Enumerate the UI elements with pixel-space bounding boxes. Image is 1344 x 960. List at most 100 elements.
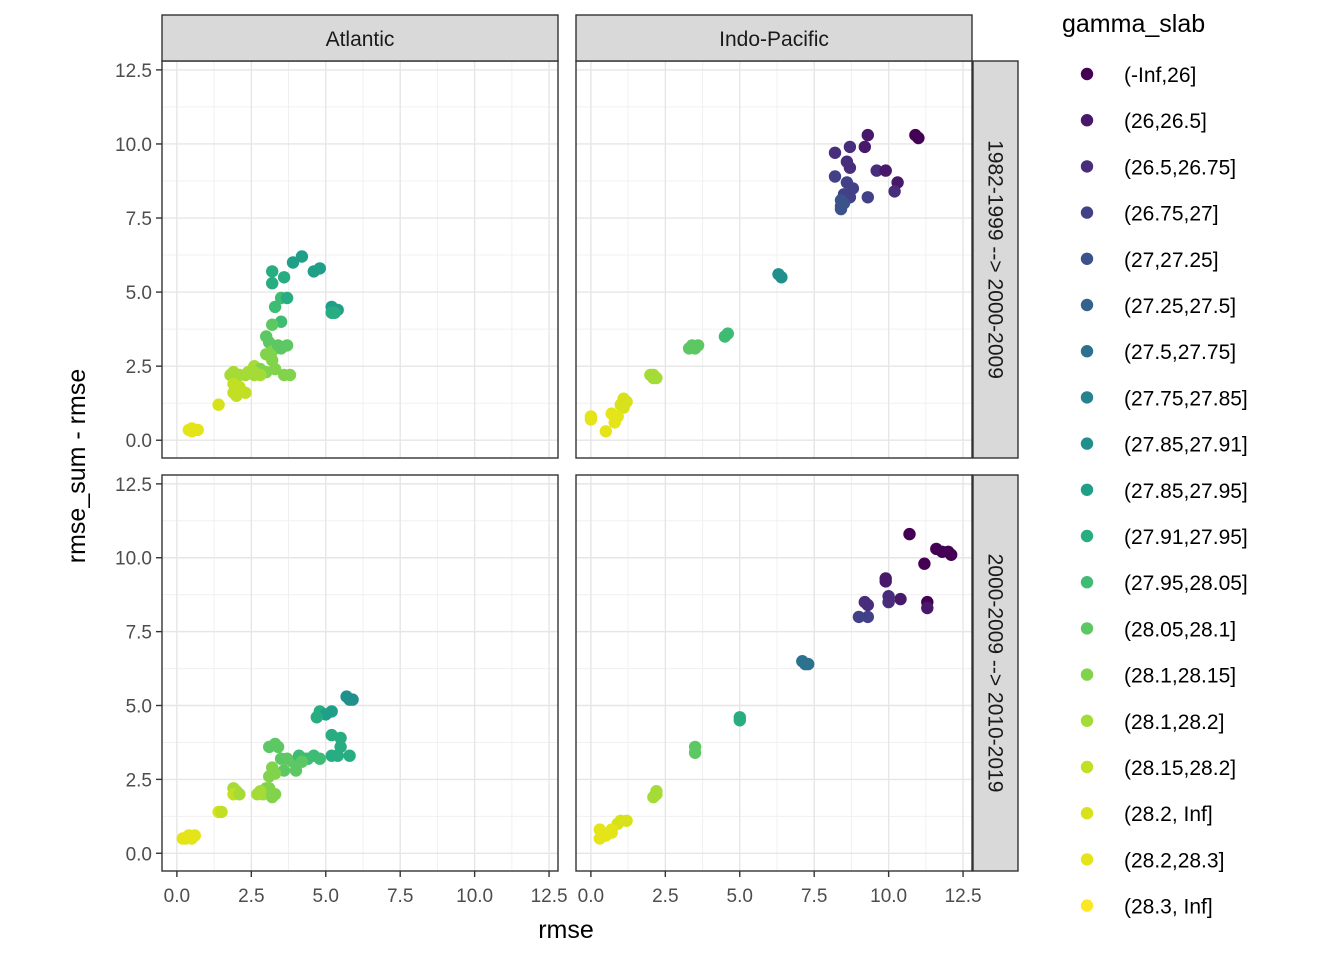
legend-key	[1080, 807, 1094, 820]
legend: (-Inf,26] (26,26.5] (26.5,26.75] (26.75,27]…	[1080, 64, 1248, 919]
data-point	[834, 202, 848, 216]
y-tick-label: 5.0	[126, 697, 152, 718]
legend-key	[1080, 252, 1094, 265]
panel-border	[161, 474, 559, 872]
data-point	[266, 265, 279, 278]
data-point	[266, 318, 279, 331]
data-point	[688, 746, 702, 759]
data-point	[852, 610, 866, 624]
data-point	[843, 140, 857, 154]
y-tick-label: 2.5	[126, 770, 152, 791]
data-point	[343, 749, 356, 762]
x-tick-label: 12.5	[945, 886, 982, 907]
data-point	[182, 829, 195, 842]
panel-background	[162, 61, 558, 458]
legend-title: gamma_slab	[1062, 10, 1205, 38]
x-tick-label: 10.0	[456, 886, 493, 907]
legend-key	[1080, 576, 1094, 589]
data-point	[599, 425, 612, 438]
data-point	[233, 788, 246, 801]
data-point	[879, 575, 892, 588]
data-point	[277, 271, 291, 284]
legend-label: (26,26.5]	[1124, 110, 1207, 133]
legend-key	[1080, 668, 1094, 681]
panel-background	[162, 475, 558, 871]
legend-label: (27.75,27.85]	[1124, 387, 1248, 410]
legend-key	[1080, 899, 1094, 912]
legend-label: (27,27.25]	[1124, 249, 1219, 272]
legend-key	[1080, 760, 1094, 774]
data-point	[828, 170, 842, 183]
data-point	[843, 161, 857, 174]
legend-key	[1080, 67, 1094, 81]
legend-key	[1080, 206, 1094, 219]
data-point	[295, 250, 309, 263]
data-point	[599, 829, 612, 842]
data-point	[268, 362, 282, 376]
legend-key	[1080, 714, 1094, 727]
data-point	[894, 592, 907, 606]
legend-label: (27.85,27.95]	[1124, 480, 1248, 503]
x-tick-label: 12.5	[531, 886, 568, 907]
data-point	[879, 164, 892, 177]
column-strip	[161, 14, 559, 62]
data-point	[251, 788, 264, 801]
data-point	[212, 398, 225, 411]
legend-label: (28.05,28.1]	[1124, 618, 1236, 641]
legend-key	[1080, 298, 1094, 312]
data-point	[334, 731, 347, 745]
legend-key	[1080, 622, 1094, 635]
column-strip-label: Atlantic	[326, 28, 395, 51]
legend-label: (27.25,27.5]	[1124, 295, 1236, 318]
data-point	[617, 401, 630, 414]
data-point	[858, 140, 871, 154]
data-point	[328, 306, 341, 319]
data-point	[280, 291, 294, 305]
row-strip-label: 1982-1999 --> 2000-2009	[984, 140, 1007, 379]
data-point	[718, 330, 732, 343]
column-strip	[575, 14, 973, 62]
data-point	[266, 277, 279, 290]
legend-key	[1080, 853, 1094, 866]
data-point	[861, 610, 874, 624]
y-axis-title: rmse_sum - rmse	[63, 369, 91, 563]
data-point	[230, 389, 243, 402]
data-point	[685, 339, 699, 352]
data-point	[325, 749, 338, 762]
legend-label: (-Inf,26]	[1124, 64, 1196, 87]
x-tick-label: 10.0	[870, 886, 907, 907]
data-point	[888, 185, 901, 198]
legend-label: (27.95,28.05]	[1124, 572, 1248, 595]
data-point	[870, 164, 883, 177]
y-tick-label: 10.0	[115, 135, 152, 156]
legend-label: (27.85,27.91]	[1124, 434, 1248, 457]
data-point	[295, 755, 309, 768]
data-point	[903, 527, 916, 541]
data-point	[912, 131, 925, 145]
legend-label: (28.15,28.2]	[1124, 757, 1236, 780]
x-tick-label: 0.0	[164, 886, 190, 907]
legend-key	[1080, 483, 1094, 496]
data-point	[185, 425, 198, 438]
legend-label: (28.3, Inf]	[1124, 896, 1213, 919]
data-point	[775, 271, 788, 284]
x-tick-label: 2.5	[652, 886, 678, 907]
legend-key	[1080, 160, 1094, 173]
data-point	[289, 764, 303, 777]
data-point	[611, 410, 624, 423]
column-strip-label: Indo-Pacific	[719, 28, 829, 51]
y-tick-label: 5.0	[126, 283, 152, 304]
data-point	[945, 548, 958, 561]
legend-label: (26.5,26.75]	[1124, 156, 1236, 179]
legend-label: (28.1,28.2]	[1124, 711, 1224, 734]
panel-background	[576, 61, 972, 458]
data-point	[861, 598, 874, 612]
data-point	[921, 601, 934, 615]
data-point	[286, 256, 300, 269]
legend-key	[1080, 391, 1094, 404]
data-point	[733, 714, 746, 727]
y-tick-label: 0.0	[126, 844, 152, 865]
data-point	[828, 146, 842, 159]
row-strip-label: 2000-2009 --> 2010-2019	[984, 554, 1007, 793]
x-tick-label: 0.0	[578, 886, 604, 907]
